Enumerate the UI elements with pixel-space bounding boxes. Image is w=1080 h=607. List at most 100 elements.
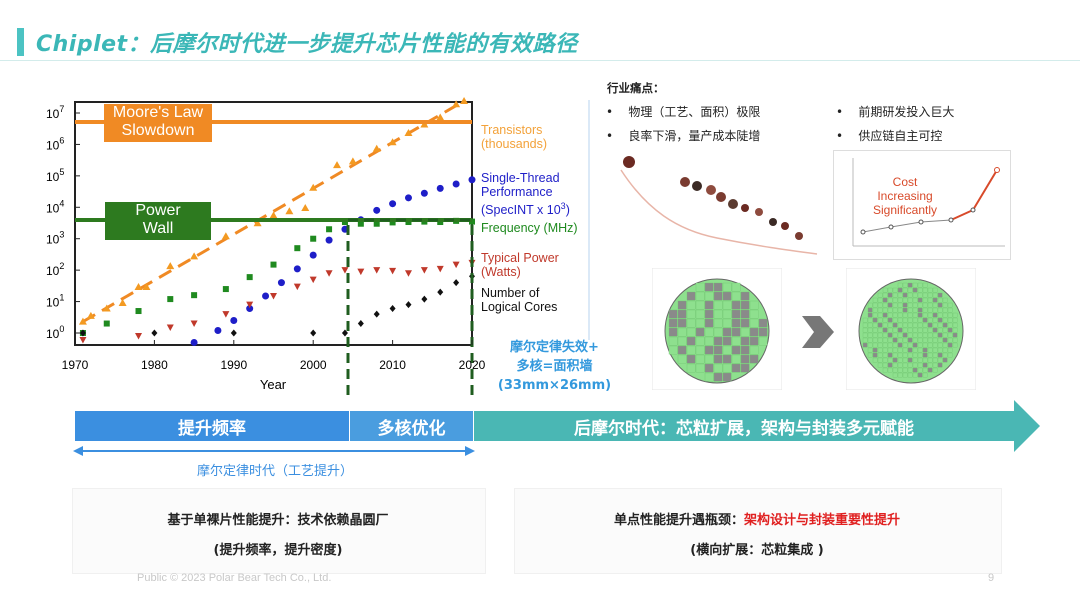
wafer-die [917, 342, 923, 348]
wafer-die [917, 292, 923, 298]
wafer-die [897, 307, 903, 313]
wafer-die [887, 332, 893, 338]
data-point [404, 270, 412, 277]
y-tick-label: 101 [46, 293, 64, 310]
wafer-die [937, 297, 943, 303]
wafer-die [713, 291, 723, 301]
power-wall-label: Power Wall [105, 202, 211, 240]
wafer-die [731, 345, 741, 355]
wafer-die [902, 327, 908, 333]
wafer-die [937, 342, 943, 348]
wafer-die [867, 302, 873, 308]
moores-law-label: Moore's Law Slowdown [104, 104, 212, 142]
wafer-die [713, 363, 723, 373]
data-point [453, 279, 460, 287]
wafer-die [902, 282, 908, 288]
wafer-die [877, 307, 883, 313]
wafer-die [907, 292, 913, 298]
wafer-die [887, 367, 893, 373]
data-point [222, 286, 229, 293]
data-point [262, 292, 270, 300]
data-point [309, 276, 317, 284]
x-tick-label: 2000 [300, 358, 327, 372]
wafer-die [912, 332, 918, 338]
data-point [405, 301, 412, 309]
wafer-die [722, 318, 732, 328]
wafer-die [872, 297, 878, 303]
wafer-die-icon [795, 232, 803, 240]
wafer-die [907, 317, 913, 323]
wafer-die [740, 363, 750, 373]
wafer-die [882, 332, 888, 338]
wafer-die [704, 363, 714, 373]
wafer-die [867, 327, 873, 333]
wafer-die-icon [716, 192, 726, 202]
wafer-die [686, 300, 696, 310]
cost-annotation-line1: Cost Increasing [877, 175, 933, 203]
cost-per-die-chart-image [833, 150, 1011, 260]
data-point [246, 274, 253, 281]
wafer-die [867, 322, 873, 328]
title-accent-bar [17, 28, 24, 56]
wafer-die [892, 357, 898, 363]
data-point [348, 157, 357, 165]
wafer-die [887, 302, 893, 308]
wafer-die [937, 327, 943, 333]
wafer-die [892, 292, 898, 298]
wafer-die [722, 327, 732, 337]
wafer-die [917, 322, 923, 328]
data-point [190, 320, 198, 328]
legend-frequency: Frequency (MHz) [481, 221, 578, 235]
slide-title: Chiplet：后摩尔时代进一步提升芯片性能的有效路径 [36, 32, 578, 57]
data-point [389, 267, 397, 275]
wafer-die [722, 309, 732, 319]
wafer-die [713, 336, 723, 346]
wafer-die [927, 302, 933, 308]
wafer-die [867, 347, 873, 353]
wafer-die [912, 307, 918, 313]
wafer-die [677, 309, 687, 319]
wafer-die [902, 372, 908, 378]
data-point [341, 219, 348, 226]
wafer-die [927, 317, 933, 323]
wafer-die-grid [668, 282, 768, 382]
wafer-die [887, 352, 893, 358]
wafer-die [740, 318, 750, 328]
moores-law-label-line1: Moore's Law [112, 104, 204, 121]
wafer-die [932, 367, 938, 373]
wafer-die [907, 347, 913, 353]
legend-cores-line2: Logical Cores [481, 300, 558, 314]
data-point [167, 296, 174, 303]
data-point [389, 305, 396, 313]
wafer-die [877, 312, 883, 318]
wafer-die [937, 347, 943, 353]
wafer-die [897, 362, 903, 368]
data-point [294, 245, 301, 252]
wafer-die [902, 362, 908, 368]
wafer-die [867, 332, 873, 338]
wafer-die [937, 307, 943, 313]
wafer-die [892, 302, 898, 308]
data-point [166, 262, 175, 270]
data-point [79, 329, 86, 337]
wafer-die [882, 327, 888, 333]
wafer-die [897, 332, 903, 338]
wafer-die-icon [623, 156, 635, 168]
wafer-die [917, 332, 923, 338]
data-point [404, 129, 413, 137]
wafer-die [882, 322, 888, 328]
legend-single-thread-line2: Performance [481, 185, 553, 199]
wafer-die [713, 318, 723, 328]
wafer-die [932, 332, 938, 338]
wafer-die [902, 312, 908, 318]
wafer-die [749, 300, 759, 310]
x-tick-label: 2010 [379, 358, 406, 372]
wafer-die [677, 336, 687, 346]
wafer-die [917, 307, 923, 313]
data-point [388, 138, 397, 146]
wafer-die [897, 312, 903, 318]
wafer-die-icon [741, 204, 749, 212]
wafer-die [902, 367, 908, 373]
wafer-die [902, 307, 908, 313]
wafer-die [722, 300, 732, 310]
